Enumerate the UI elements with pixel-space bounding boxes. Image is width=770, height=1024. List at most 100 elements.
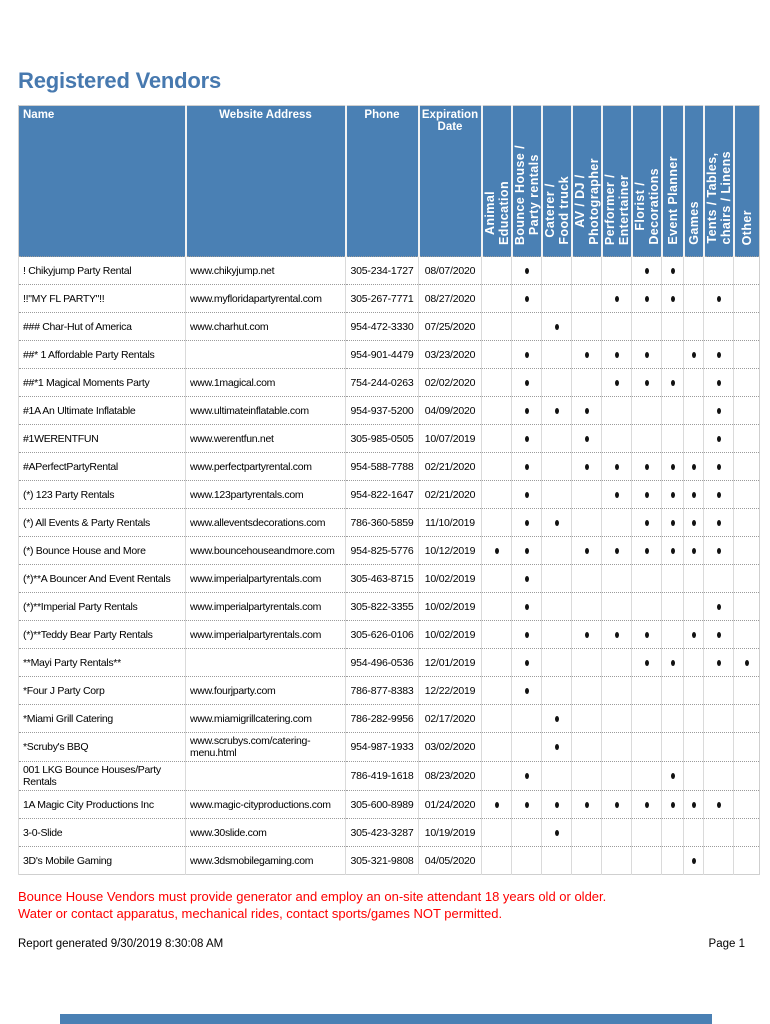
category-cell-event-planner <box>661 480 684 509</box>
category-cell-florist-decorations <box>631 592 662 621</box>
category-cell-tents-tables-chairs-linens <box>703 761 734 791</box>
col-header-name: Name <box>18 105 186 257</box>
col-header-phone: Phone <box>344 105 419 257</box>
category-cell-animal-education <box>481 761 512 791</box>
category-bullet <box>524 801 529 808</box>
category-cell-bounce-house-party-rentals <box>511 790 542 819</box>
category-cell-av-dj-photographer <box>571 340 602 369</box>
category-bullet <box>554 407 559 414</box>
category-cell-av-dj-photographer <box>571 452 602 481</box>
phone-cell: 786-877-8383 <box>345 676 419 705</box>
category-bullet <box>524 519 529 526</box>
vendor-name-cell: ! Chikyjump Party Rental <box>18 256 186 285</box>
category-cell-performer-entertainer <box>601 508 632 537</box>
category-bullet <box>670 659 675 666</box>
category-cell-tents-tables-chairs-linens <box>703 452 734 481</box>
category-cell-other <box>733 452 760 481</box>
category-cell-other <box>733 368 760 397</box>
website-cell: www.30slide.com <box>185 818 346 847</box>
category-cell-other <box>733 480 760 509</box>
bottom-bar <box>60 1014 712 1024</box>
category-bullet <box>691 491 696 498</box>
category-cell-tents-tables-chairs-linens <box>703 564 734 593</box>
website-cell: www.charhut.com <box>185 312 346 341</box>
category-cell-caterer-food-truck <box>541 312 572 341</box>
category-cell-games <box>683 676 704 705</box>
category-bullet <box>614 631 619 638</box>
expiration-cell: 08/07/2020 <box>418 256 482 285</box>
category-cell-caterer-food-truck <box>541 564 572 593</box>
category-cell-tents-tables-chairs-linens <box>703 396 734 425</box>
category-bullet <box>670 773 675 779</box>
expiration-cell: 02/21/2020 <box>418 452 482 481</box>
category-cell-animal-education <box>481 284 512 313</box>
category-cell-av-dj-photographer <box>571 284 602 313</box>
category-cell-florist-decorations <box>631 508 662 537</box>
category-cell-bounce-house-party-rentals <box>511 846 542 875</box>
col-header-expiration-date: Expiration Date <box>417 105 482 257</box>
col-header-florist-decorations: Florist / Decorations <box>630 105 662 257</box>
category-cell-animal-education <box>481 452 512 481</box>
category-cell-caterer-food-truck <box>541 256 572 285</box>
category-cell-games <box>683 452 704 481</box>
category-bullet <box>584 407 589 414</box>
phone-cell: 954-496-0536 <box>345 648 419 677</box>
category-cell-games <box>683 536 704 565</box>
category-cell-games <box>683 256 704 285</box>
category-cell-florist-decorations <box>631 676 662 705</box>
category-cell-other <box>733 592 760 621</box>
category-bullet <box>644 295 649 302</box>
category-cell-performer-entertainer <box>601 592 632 621</box>
phone-cell: 786-360-5859 <box>345 508 419 537</box>
col-header-bounce-house-party-rentals: Bounce House / Party rentals <box>510 105 542 257</box>
category-cell-performer-entertainer <box>601 368 632 397</box>
category-bullet <box>524 435 529 442</box>
table-row: #1A An Ultimate Inflatable www.ultimatein… <box>18 396 760 425</box>
category-bullet <box>614 801 619 808</box>
website-cell: www.bouncehouseandmore.com <box>185 536 346 565</box>
category-bullet <box>644 547 649 554</box>
category-cell-caterer-food-truck <box>541 508 572 537</box>
category-cell-animal-education <box>481 508 512 537</box>
category-cell-florist-decorations <box>631 480 662 509</box>
category-cell-event-planner <box>661 592 684 621</box>
col-header-website-address: Website Address <box>184 105 346 257</box>
category-bullet <box>644 351 649 358</box>
category-cell-games <box>683 368 704 397</box>
footnote-line-1: Bounce House Vendors must provide genera… <box>18 889 607 904</box>
phone-cell: 954-901-4479 <box>345 340 419 369</box>
category-cell-bounce-house-party-rentals <box>511 508 542 537</box>
category-bullet <box>716 379 721 386</box>
category-bullet <box>691 857 696 864</box>
category-cell-event-planner <box>661 564 684 593</box>
phone-cell: 954-472-3330 <box>345 312 419 341</box>
category-cell-animal-education <box>481 846 512 875</box>
category-bullet <box>584 547 589 554</box>
rotated-column-label: Performer / Entertainer <box>602 173 631 245</box>
category-cell-florist-decorations <box>631 704 662 733</box>
category-cell-event-planner <box>661 424 684 453</box>
category-cell-caterer-food-truck <box>541 676 572 705</box>
category-bullet <box>716 547 721 554</box>
website-cell: www.perfectpartyrental.com <box>185 452 346 481</box>
vendor-name-cell: (*) All Events & Party Rentals <box>18 508 186 537</box>
category-bullet <box>524 295 529 302</box>
category-bullet <box>644 491 649 498</box>
vendor-name-cell: #1WERENTFUN <box>18 424 186 453</box>
website-cell: www.3dsmobilegaming.com <box>185 846 346 875</box>
category-bullet <box>716 519 721 526</box>
category-cell-performer-entertainer <box>601 648 632 677</box>
category-cell-av-dj-photographer <box>571 564 602 593</box>
vendor-name-cell: !!"MY FL PARTY"!! <box>18 284 186 313</box>
category-bullet <box>584 351 589 358</box>
expiration-cell: 02/02/2020 <box>418 368 482 397</box>
table-row: !!"MY FL PARTY"!! www.myfloridapartyrenta… <box>18 284 760 313</box>
category-cell-games <box>683 732 704 762</box>
category-cell-performer-entertainer <box>601 424 632 453</box>
phone-cell: 305-234-1727 <box>345 256 419 285</box>
category-cell-animal-education <box>481 312 512 341</box>
category-bullet <box>670 519 675 526</box>
website-cell: www.imperialpartyrentals.com <box>185 620 346 649</box>
category-cell-bounce-house-party-rentals <box>511 648 542 677</box>
category-cell-av-dj-photographer <box>571 368 602 397</box>
